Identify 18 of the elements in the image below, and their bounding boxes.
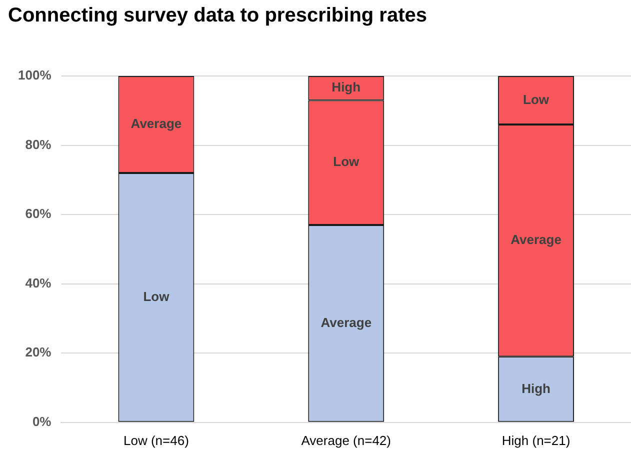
x-tick-label: Low (n=46) [124,432,189,448]
data-label: Average [130,116,182,132]
data-label: Low [523,92,550,107]
data-label: Low [143,289,170,304]
data-label: Low [333,154,360,170]
data-label: Average [320,315,372,330]
y-tick-label: 20% [25,344,52,360]
data-label: High [332,80,361,95]
y-tick-label: 100% [18,68,52,83]
chart-title: Connecting survey data to prescribing rates [8,4,427,27]
y-tick-label: 60% [25,206,52,222]
data-label: High [522,380,551,396]
y-tick-label: 80% [25,136,52,152]
y-tick-label: 0% [32,414,52,429]
y-tick-label: 40% [25,275,52,290]
x-tick-label: High (n=21) [502,432,570,448]
data-label: Average [510,232,562,248]
x-tick-label: Average (n=42) [301,432,391,448]
